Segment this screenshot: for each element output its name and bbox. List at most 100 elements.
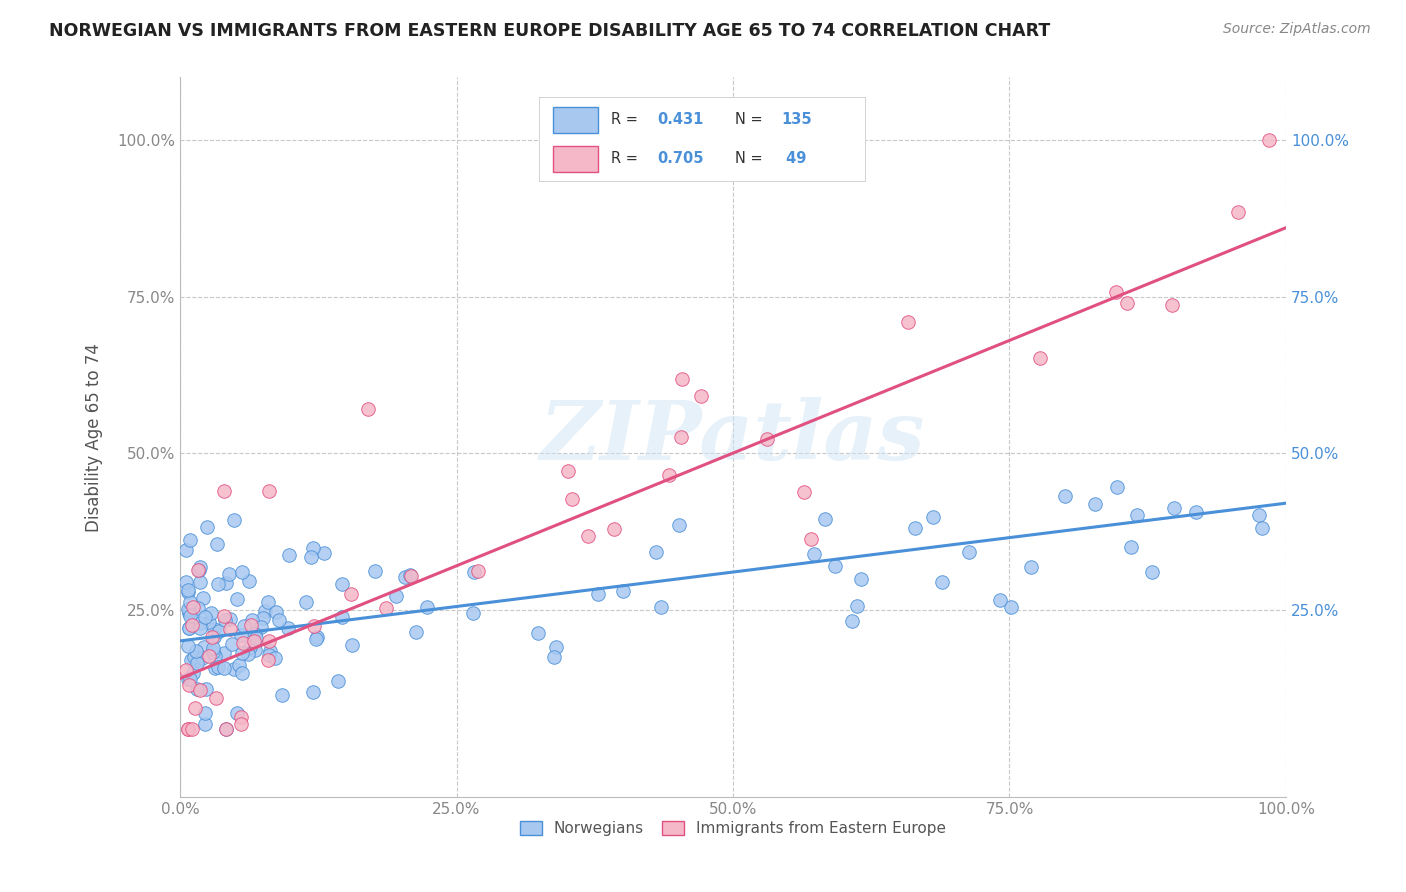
- Point: [228, 657, 250, 672]
- Text: Source: ZipAtlas.com: Source: ZipAtlas.com: [1223, 22, 1371, 37]
- Point: [690, 389, 713, 403]
- Point: [221, 637, 243, 651]
- Point: [240, 613, 263, 627]
- Point: [193, 640, 215, 655]
- Point: [222, 662, 245, 676]
- Point: [184, 701, 207, 715]
- Point: [225, 592, 247, 607]
- Point: [194, 682, 217, 697]
- Point: [207, 660, 229, 674]
- Point: [671, 372, 693, 386]
- Point: [301, 685, 323, 699]
- Point: [181, 722, 204, 736]
- Text: NORWEGIAN VS IMMIGRANTS FROM EASTERN EUROPE DISABILITY AGE 65 TO 74 CORRELATION : NORWEGIAN VS IMMIGRANTS FROM EASTERN EUR…: [49, 22, 1050, 40]
- Point: [243, 627, 266, 641]
- Point: [612, 583, 634, 598]
- Point: [257, 653, 280, 667]
- Point: [226, 706, 249, 721]
- Point: [921, 509, 943, 524]
- Point: [214, 613, 236, 627]
- Point: [1140, 565, 1163, 579]
- Point: [188, 563, 211, 577]
- Point: [314, 546, 336, 560]
- Point: [208, 624, 231, 638]
- Point: [214, 483, 236, 498]
- Point: [295, 595, 318, 609]
- Point: [1126, 508, 1149, 523]
- Point: [195, 519, 218, 533]
- Point: [416, 600, 439, 615]
- Point: [330, 610, 353, 624]
- Point: [266, 605, 288, 619]
- Point: [180, 653, 202, 667]
- Point: [215, 722, 238, 736]
- Point: [399, 568, 422, 582]
- Point: [897, 315, 920, 329]
- Point: [179, 533, 201, 548]
- Point: [257, 648, 280, 663]
- Point: [190, 575, 212, 590]
- Point: [658, 467, 681, 482]
- Point: [340, 638, 363, 652]
- Point: [1247, 508, 1270, 523]
- Point: [194, 706, 217, 720]
- Point: [179, 678, 201, 692]
- Point: [174, 574, 197, 589]
- Point: [264, 651, 287, 665]
- Point: [231, 636, 253, 650]
- Point: [586, 586, 609, 600]
- Point: [305, 630, 328, 644]
- Point: [219, 612, 242, 626]
- Point: [1019, 559, 1042, 574]
- Point: [302, 618, 325, 632]
- Point: [198, 648, 221, 663]
- Point: [174, 543, 197, 558]
- Point: [903, 521, 925, 535]
- Point: [181, 666, 204, 681]
- Point: [243, 643, 266, 657]
- Point: [231, 646, 253, 660]
- Point: [1226, 205, 1249, 219]
- Point: [201, 640, 224, 655]
- Point: [212, 661, 235, 675]
- Point: [218, 622, 240, 636]
- Point: [257, 483, 280, 498]
- Point: [405, 625, 427, 640]
- Point: [186, 681, 208, 696]
- Point: [218, 566, 240, 581]
- Legend: Norwegians, Immigrants from Eastern Europe: Norwegians, Immigrants from Eastern Euro…: [513, 813, 953, 844]
- Point: [302, 541, 325, 555]
- Point: [1000, 599, 1022, 614]
- Point: [463, 606, 485, 620]
- Point: [1160, 298, 1182, 312]
- Point: [177, 672, 200, 686]
- Point: [1053, 489, 1076, 503]
- Point: [269, 614, 291, 628]
- Point: [240, 618, 263, 632]
- Point: [394, 569, 416, 583]
- Point: [231, 566, 253, 580]
- Point: [560, 492, 582, 507]
- Point: [845, 599, 868, 613]
- Point: [184, 644, 207, 658]
- Point: [186, 653, 208, 667]
- Point: [276, 622, 298, 636]
- Point: [177, 722, 200, 736]
- Point: [179, 604, 201, 618]
- Point: [188, 621, 211, 635]
- Point: [543, 649, 565, 664]
- Point: [1028, 351, 1050, 366]
- Point: [238, 574, 260, 589]
- Point: [188, 615, 211, 630]
- Point: [1119, 541, 1142, 555]
- Point: [1258, 133, 1281, 147]
- Point: [174, 663, 197, 677]
- Point: [668, 517, 690, 532]
- Point: [238, 647, 260, 661]
- Point: [328, 673, 350, 688]
- Point: [204, 661, 226, 675]
- Point: [645, 544, 668, 558]
- Point: [1116, 296, 1139, 310]
- Point: [1163, 500, 1185, 515]
- Point: [931, 574, 953, 589]
